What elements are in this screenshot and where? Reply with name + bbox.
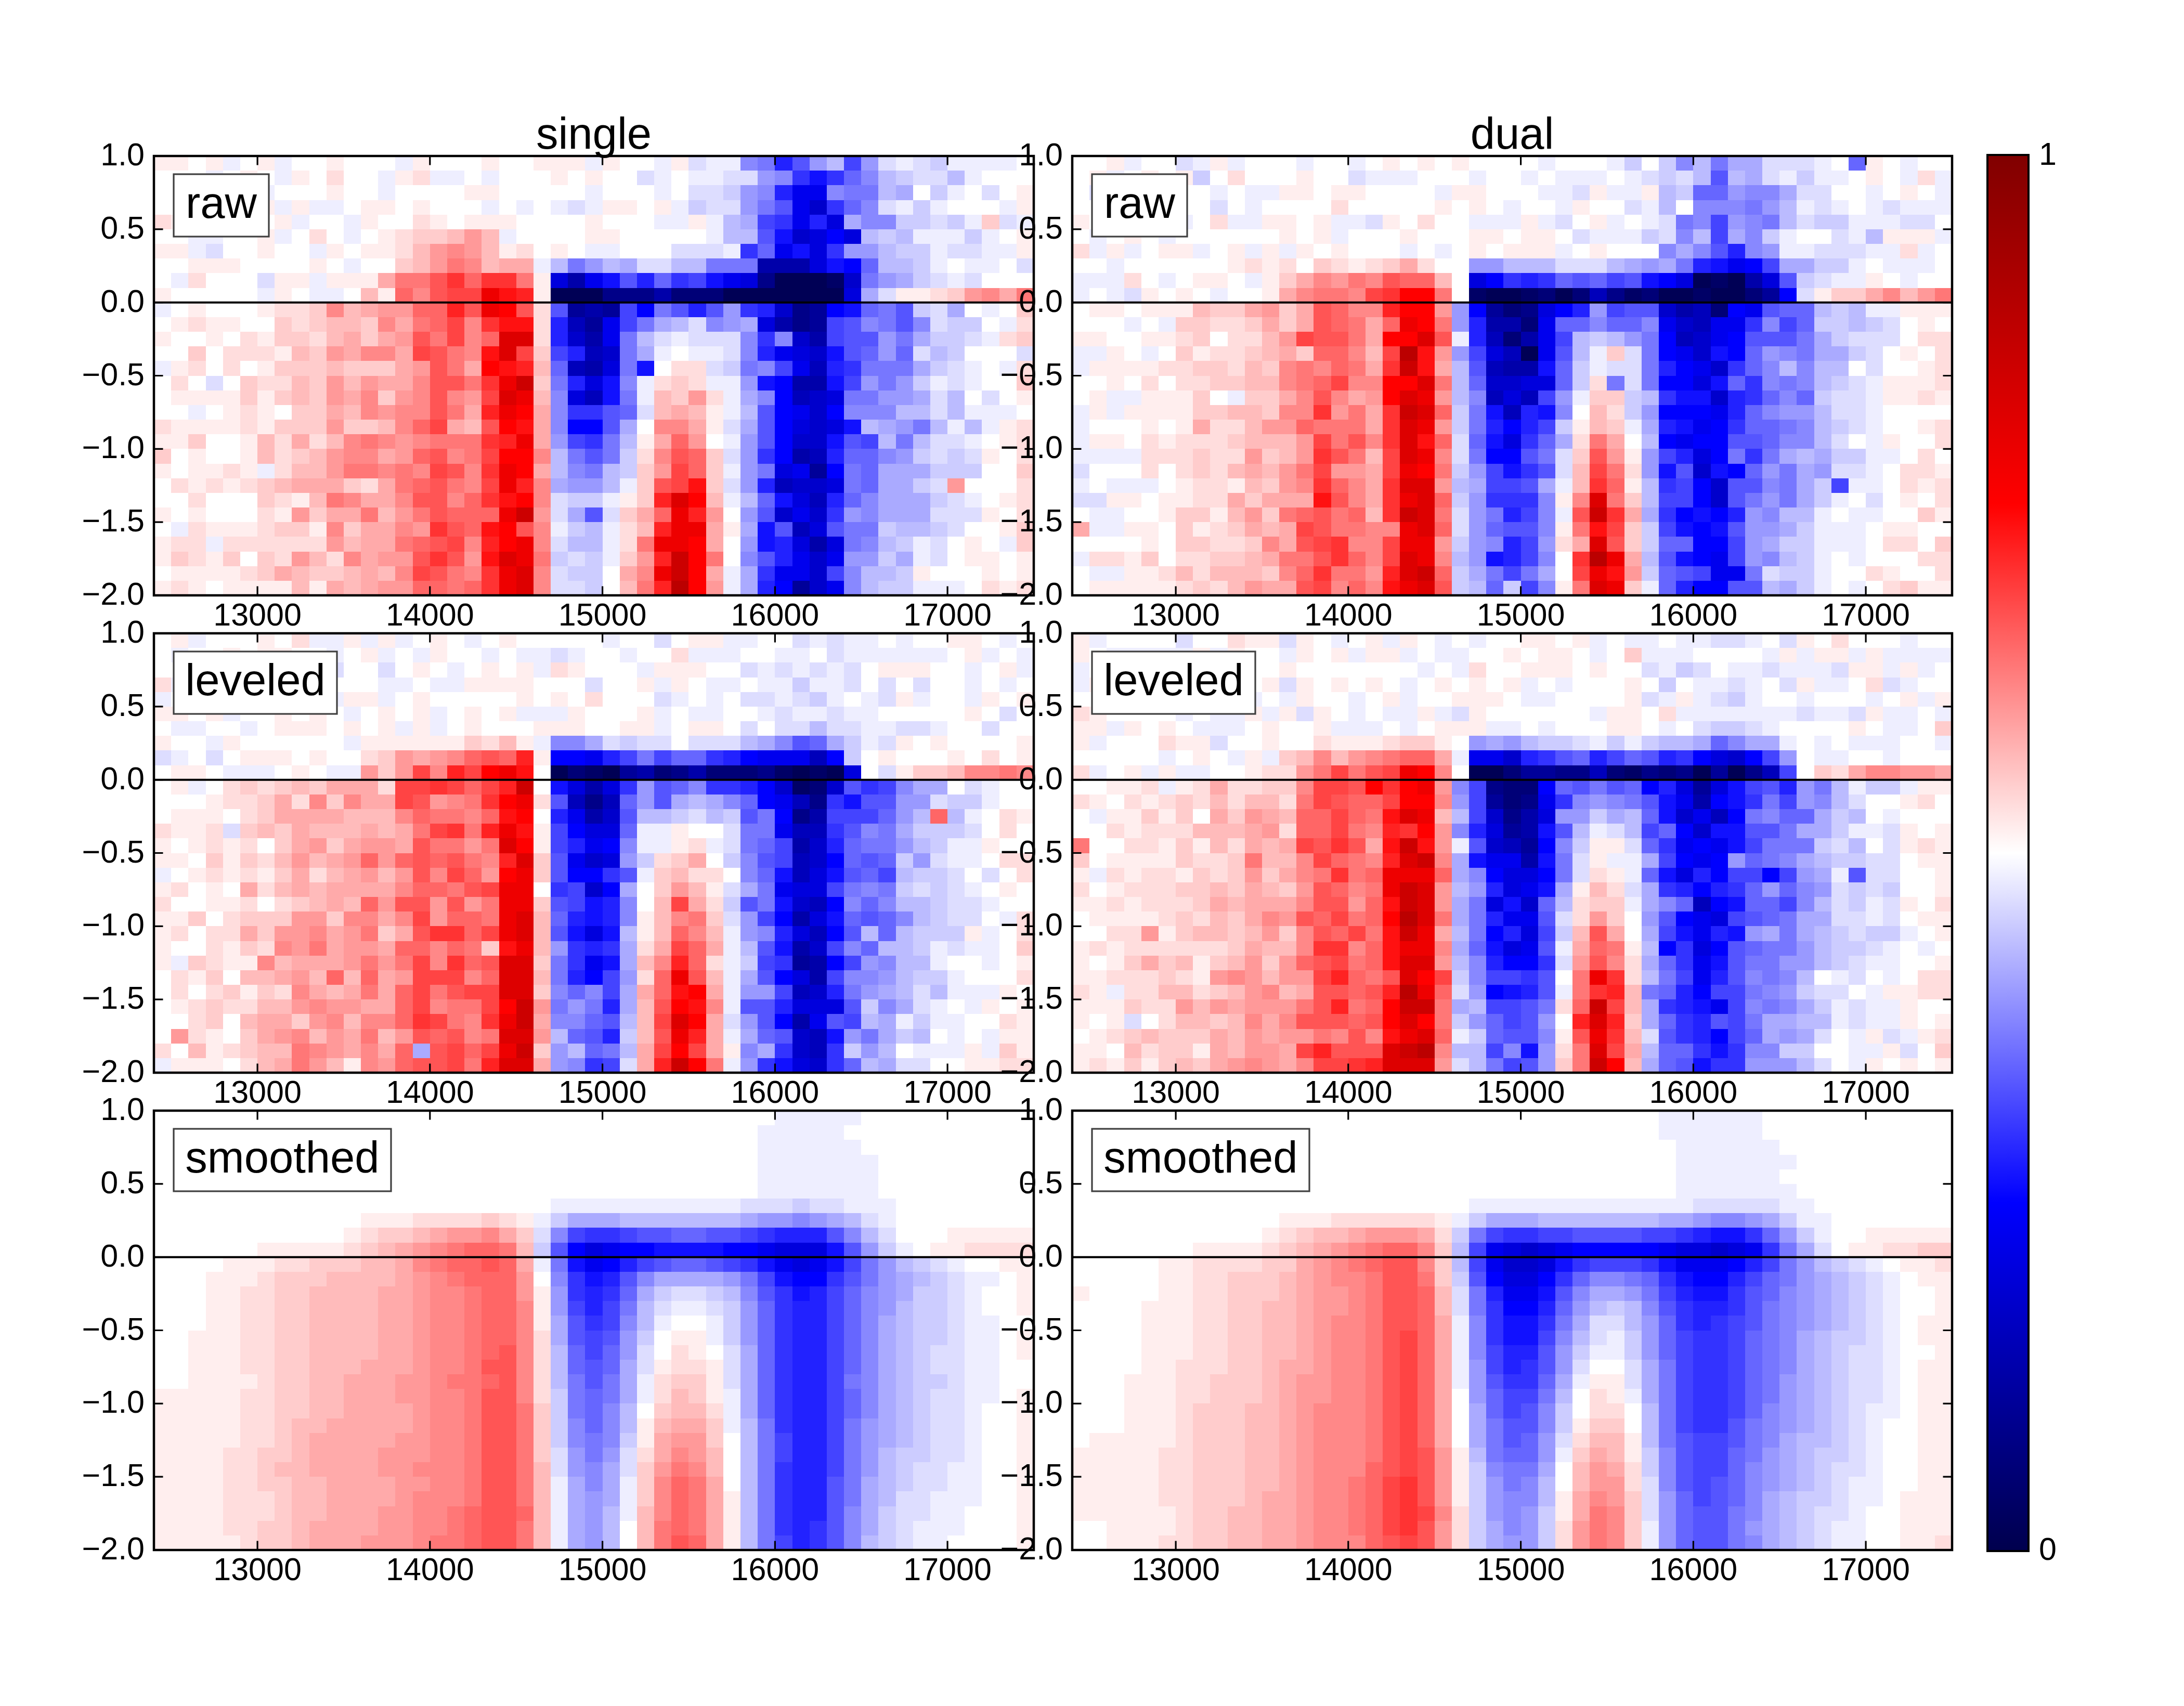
svg-text:−0.5: −0.5 xyxy=(1000,834,1063,869)
svg-text:16000: 16000 xyxy=(731,1074,820,1110)
svg-text:17000: 17000 xyxy=(1822,1074,1910,1110)
svg-text:−2.0: −2.0 xyxy=(82,576,145,611)
svg-text:1.0: 1.0 xyxy=(100,1091,145,1127)
svg-text:16000: 16000 xyxy=(731,1552,820,1587)
svg-text:−1.0: −1.0 xyxy=(82,429,145,465)
svg-text:14000: 14000 xyxy=(1304,1552,1393,1587)
svg-text:leveled: leveled xyxy=(185,655,325,705)
svg-text:15000: 15000 xyxy=(558,597,647,632)
svg-text:0.0: 0.0 xyxy=(100,761,145,796)
svg-text:15000: 15000 xyxy=(558,1552,647,1587)
svg-text:0.0: 0.0 xyxy=(1019,1238,1063,1273)
svg-text:0.5: 0.5 xyxy=(1019,1165,1063,1200)
svg-text:15000: 15000 xyxy=(1477,1074,1565,1110)
svg-text:−1.5: −1.5 xyxy=(1000,1457,1063,1493)
svg-text:17000: 17000 xyxy=(903,1074,992,1110)
svg-text:−2.0: −2.0 xyxy=(1000,576,1063,611)
svg-text:1.0: 1.0 xyxy=(1019,614,1063,649)
svg-text:17000: 17000 xyxy=(1822,1552,1910,1587)
svg-text:single: single xyxy=(536,109,652,158)
svg-text:13000: 13000 xyxy=(1132,1552,1220,1587)
svg-text:13000: 13000 xyxy=(213,1074,302,1110)
svg-text:13000: 13000 xyxy=(1132,597,1220,632)
svg-text:16000: 16000 xyxy=(731,597,820,632)
svg-text:16000: 16000 xyxy=(1649,597,1738,632)
svg-text:13000: 13000 xyxy=(1132,1074,1220,1110)
svg-text:0.5: 0.5 xyxy=(100,687,145,723)
svg-text:−1.5: −1.5 xyxy=(82,980,145,1015)
svg-text:16000: 16000 xyxy=(1649,1074,1738,1110)
svg-text:17000: 17000 xyxy=(1822,597,1910,632)
svg-text:0.0: 0.0 xyxy=(100,1238,145,1273)
svg-text:14000: 14000 xyxy=(386,597,474,632)
svg-text:raw: raw xyxy=(186,178,257,227)
svg-text:14000: 14000 xyxy=(386,1552,474,1587)
svg-text:0.0: 0.0 xyxy=(1019,761,1063,796)
svg-text:−2.0: −2.0 xyxy=(82,1531,145,1566)
svg-text:raw: raw xyxy=(1104,178,1176,227)
svg-text:smoothed: smoothed xyxy=(185,1132,379,1182)
svg-text:1.0: 1.0 xyxy=(1019,137,1063,172)
svg-text:−2.0: −2.0 xyxy=(1000,1531,1063,1566)
svg-text:0: 0 xyxy=(2039,1531,2057,1567)
svg-text:17000: 17000 xyxy=(903,597,992,632)
svg-text:15000: 15000 xyxy=(558,1074,647,1110)
svg-text:1: 1 xyxy=(2039,136,2057,172)
svg-text:15000: 15000 xyxy=(1477,597,1565,632)
svg-text:−1.5: −1.5 xyxy=(82,1457,145,1493)
svg-text:−0.5: −0.5 xyxy=(1000,1311,1063,1347)
svg-text:0.5: 0.5 xyxy=(100,1165,145,1200)
svg-text:dual: dual xyxy=(1471,109,1554,158)
svg-text:1.0: 1.0 xyxy=(100,614,145,649)
svg-text:−2.0: −2.0 xyxy=(1000,1053,1063,1089)
svg-text:14000: 14000 xyxy=(1304,1074,1393,1110)
svg-text:1.0: 1.0 xyxy=(100,137,145,172)
svg-text:−1.0: −1.0 xyxy=(1000,1384,1063,1420)
svg-text:−1.0: −1.0 xyxy=(1000,907,1063,942)
svg-text:−1.5: −1.5 xyxy=(1000,503,1063,538)
svg-text:smoothed: smoothed xyxy=(1103,1132,1297,1182)
svg-text:1.0: 1.0 xyxy=(1019,1091,1063,1127)
svg-text:−0.5: −0.5 xyxy=(82,1311,145,1347)
svg-text:−0.5: −0.5 xyxy=(82,834,145,869)
svg-text:leveled: leveled xyxy=(1103,655,1243,705)
svg-text:0.5: 0.5 xyxy=(1019,687,1063,723)
svg-text:−0.5: −0.5 xyxy=(82,357,145,392)
svg-text:0.5: 0.5 xyxy=(1019,210,1063,245)
svg-text:13000: 13000 xyxy=(213,597,302,632)
svg-text:−1.5: −1.5 xyxy=(1000,980,1063,1015)
svg-text:13000: 13000 xyxy=(213,1552,302,1587)
svg-text:16000: 16000 xyxy=(1649,1552,1738,1587)
svg-text:−1.0: −1.0 xyxy=(1000,429,1063,465)
svg-text:17000: 17000 xyxy=(903,1552,992,1587)
svg-text:15000: 15000 xyxy=(1477,1552,1565,1587)
svg-text:0.0: 0.0 xyxy=(1019,283,1063,319)
svg-text:0.0: 0.0 xyxy=(100,283,145,319)
svg-text:14000: 14000 xyxy=(1304,597,1393,632)
svg-text:−1.5: −1.5 xyxy=(82,503,145,538)
svg-text:−2.0: −2.0 xyxy=(82,1053,145,1089)
svg-text:14000: 14000 xyxy=(386,1074,474,1110)
svg-text:−1.0: −1.0 xyxy=(82,1384,145,1420)
svg-text:−1.0: −1.0 xyxy=(82,907,145,942)
svg-text:−0.5: −0.5 xyxy=(1000,357,1063,392)
svg-text:0.5: 0.5 xyxy=(100,210,145,245)
